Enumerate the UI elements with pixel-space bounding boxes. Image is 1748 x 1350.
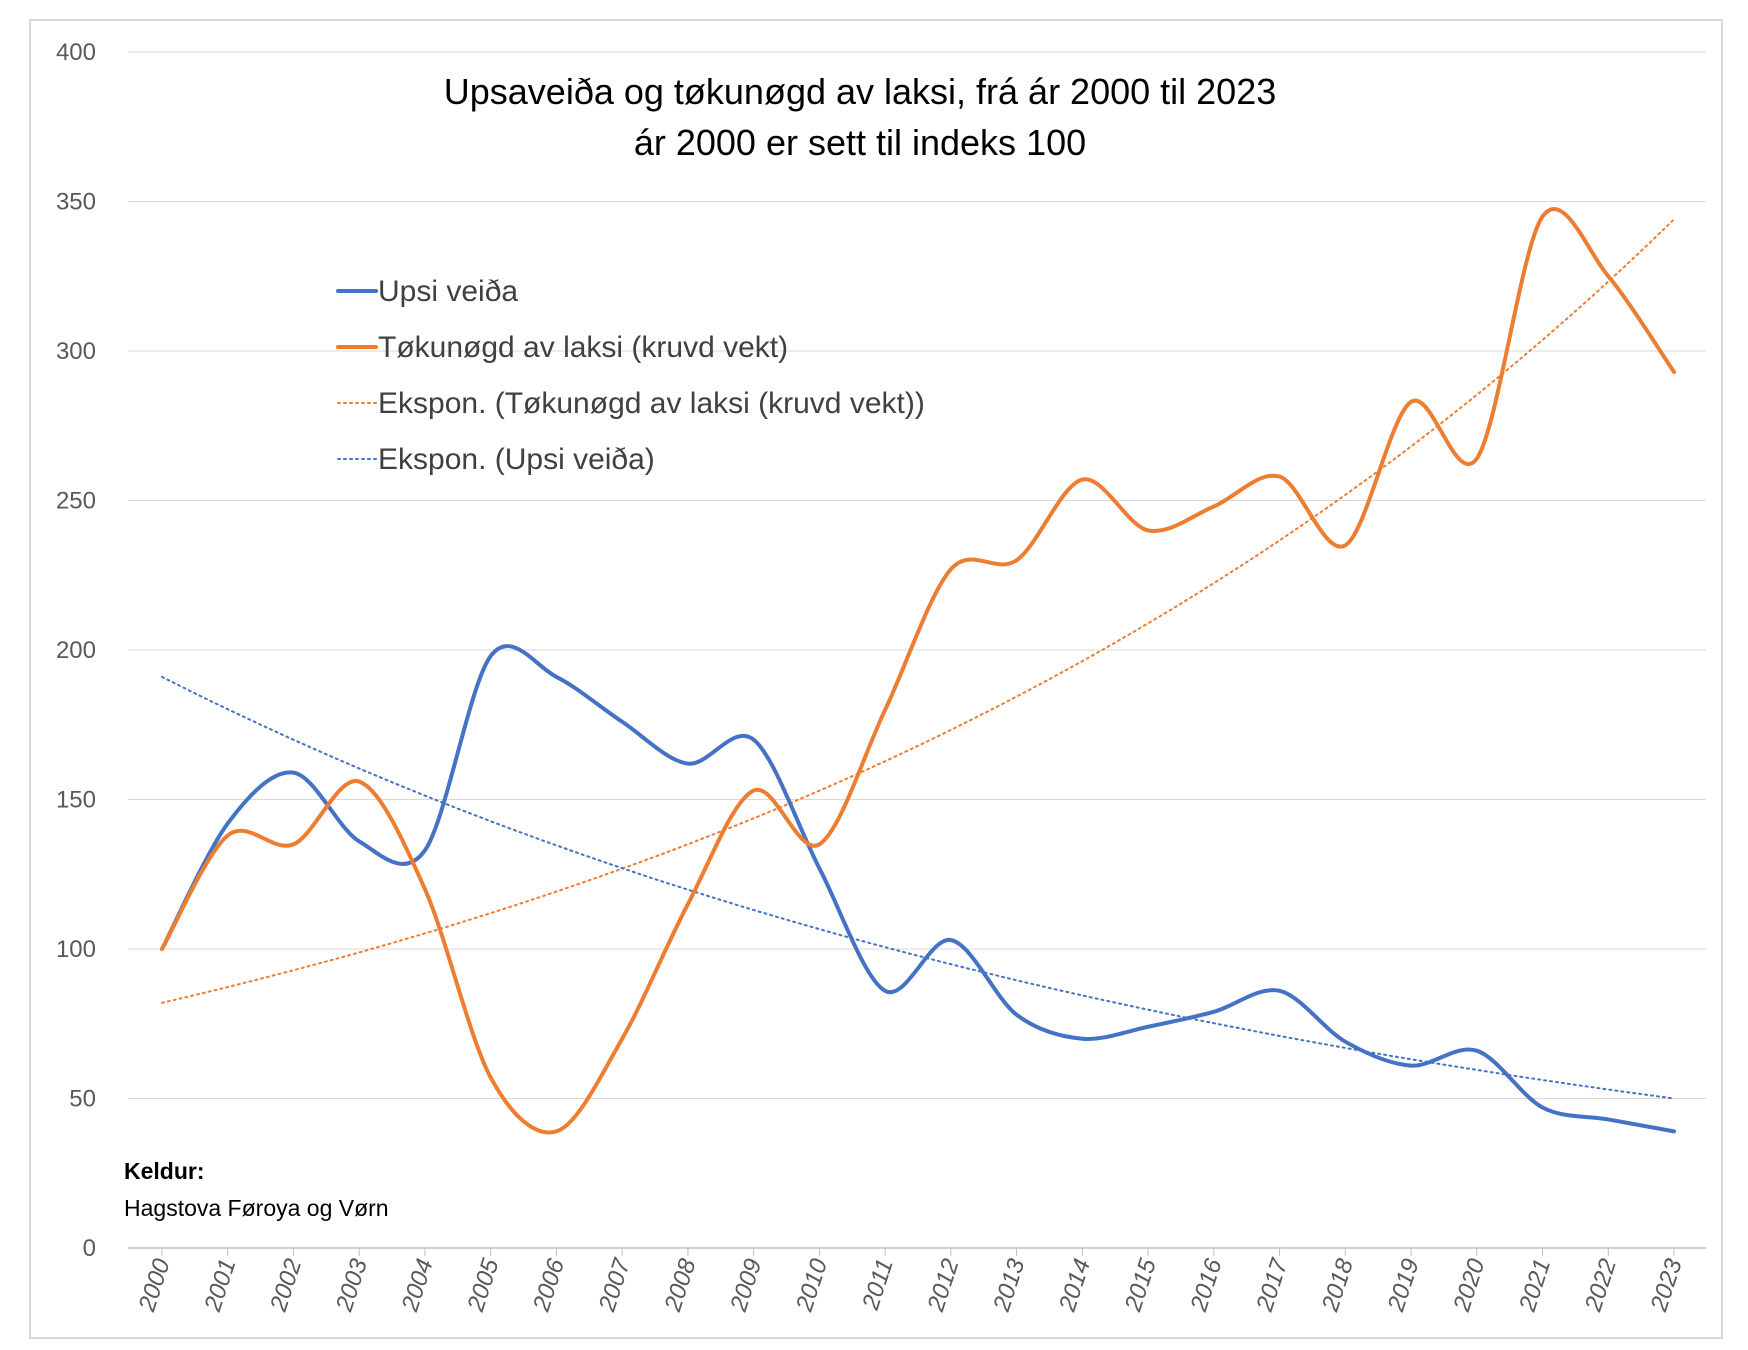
source-heading: Keldur:: [124, 1158, 205, 1184]
y-tick-label: 250: [56, 488, 96, 515]
legend-label: Tøkunøgd av laksi (kruvd vekt): [378, 331, 788, 364]
y-tick-label: 0: [83, 1235, 96, 1262]
y-tick-label: 300: [56, 338, 96, 365]
y-axis-ticks: 0 50 100 150 200 250 300 350 400: [56, 39, 96, 1262]
trendline-upsi: [161, 675, 1675, 1100]
y-tick-label: 50: [69, 1086, 96, 1113]
legend-label: Ekspon. (Tøkunøgd av laksi (kruvd vekt)): [378, 387, 925, 420]
series-line-upsi: [160, 644, 1676, 1134]
trendlines: [161, 218, 1675, 1100]
series-lines: [160, 207, 1676, 1135]
legend: Upsi veiða Tøkunøgd av laksi (kruvd vekt)…: [336, 275, 925, 476]
gridlines: [128, 51, 1706, 1249]
source-text: Hagstova Føroya og Vørn: [124, 1195, 389, 1221]
y-tick-label: 200: [56, 637, 96, 664]
legend-label: Upsi veiða: [378, 275, 518, 308]
y-tick-label: 100: [56, 936, 96, 963]
y-tick-label: 400: [56, 39, 96, 66]
series-line-laks: [160, 207, 1676, 1135]
y-tick-label: 150: [56, 787, 96, 814]
trendline-laks: [161, 218, 1675, 1004]
chart-title: Upsaveiða og tøkunøgd av laksi, frá ár 2…: [444, 71, 1276, 112]
chart-subtitle: ár 2000 er sett til indeks 100: [634, 122, 1086, 163]
legend-label: Ekspon. (Upsi veiða): [378, 443, 655, 476]
y-tick-label: 350: [56, 189, 96, 216]
